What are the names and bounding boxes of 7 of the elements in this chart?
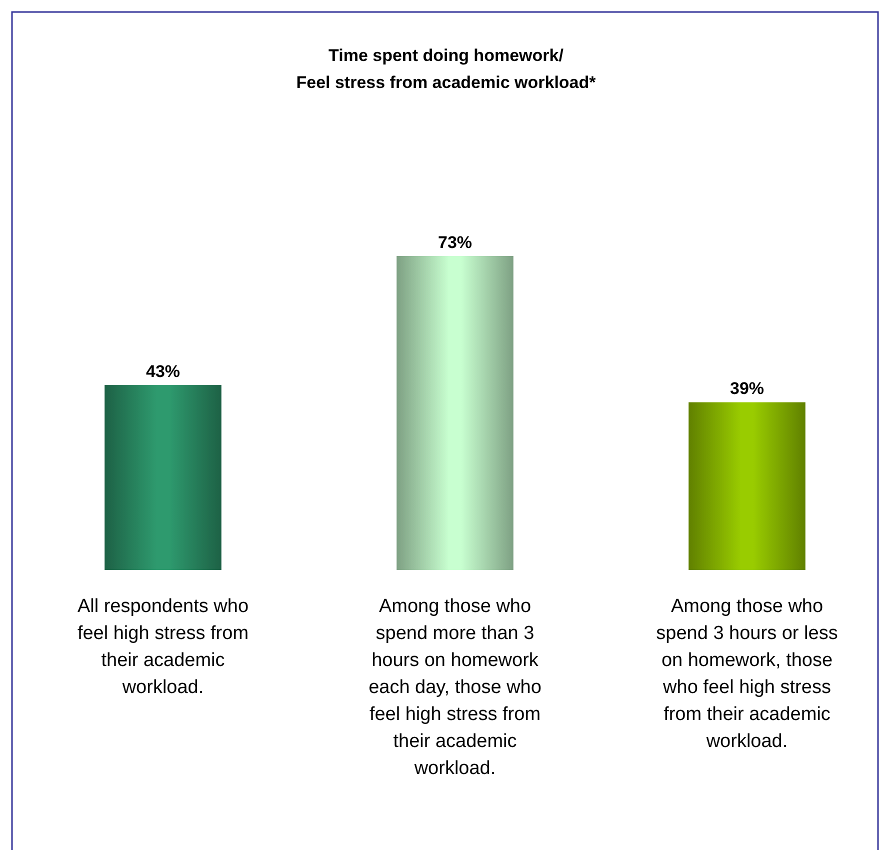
- data-label: 39%: [730, 379, 764, 398]
- data-label: 73%: [438, 233, 472, 252]
- x-tick-label: Among those who spend more than 3 hours on homework each day, those who feel high stress from their academic workload.: [368, 596, 542, 779]
- x-tick-label: All respondents who feel high stress from their academic workload.: [77, 596, 249, 698]
- x-tick-label: Among those who spend 3 hours or less on homework, those who feel high stress from their academic workload.: [656, 596, 838, 752]
- data-label: 43%: [146, 362, 180, 382]
- chart-title: Time spent doing homework/ Feel stress from academic workload*: [296, 46, 596, 92]
